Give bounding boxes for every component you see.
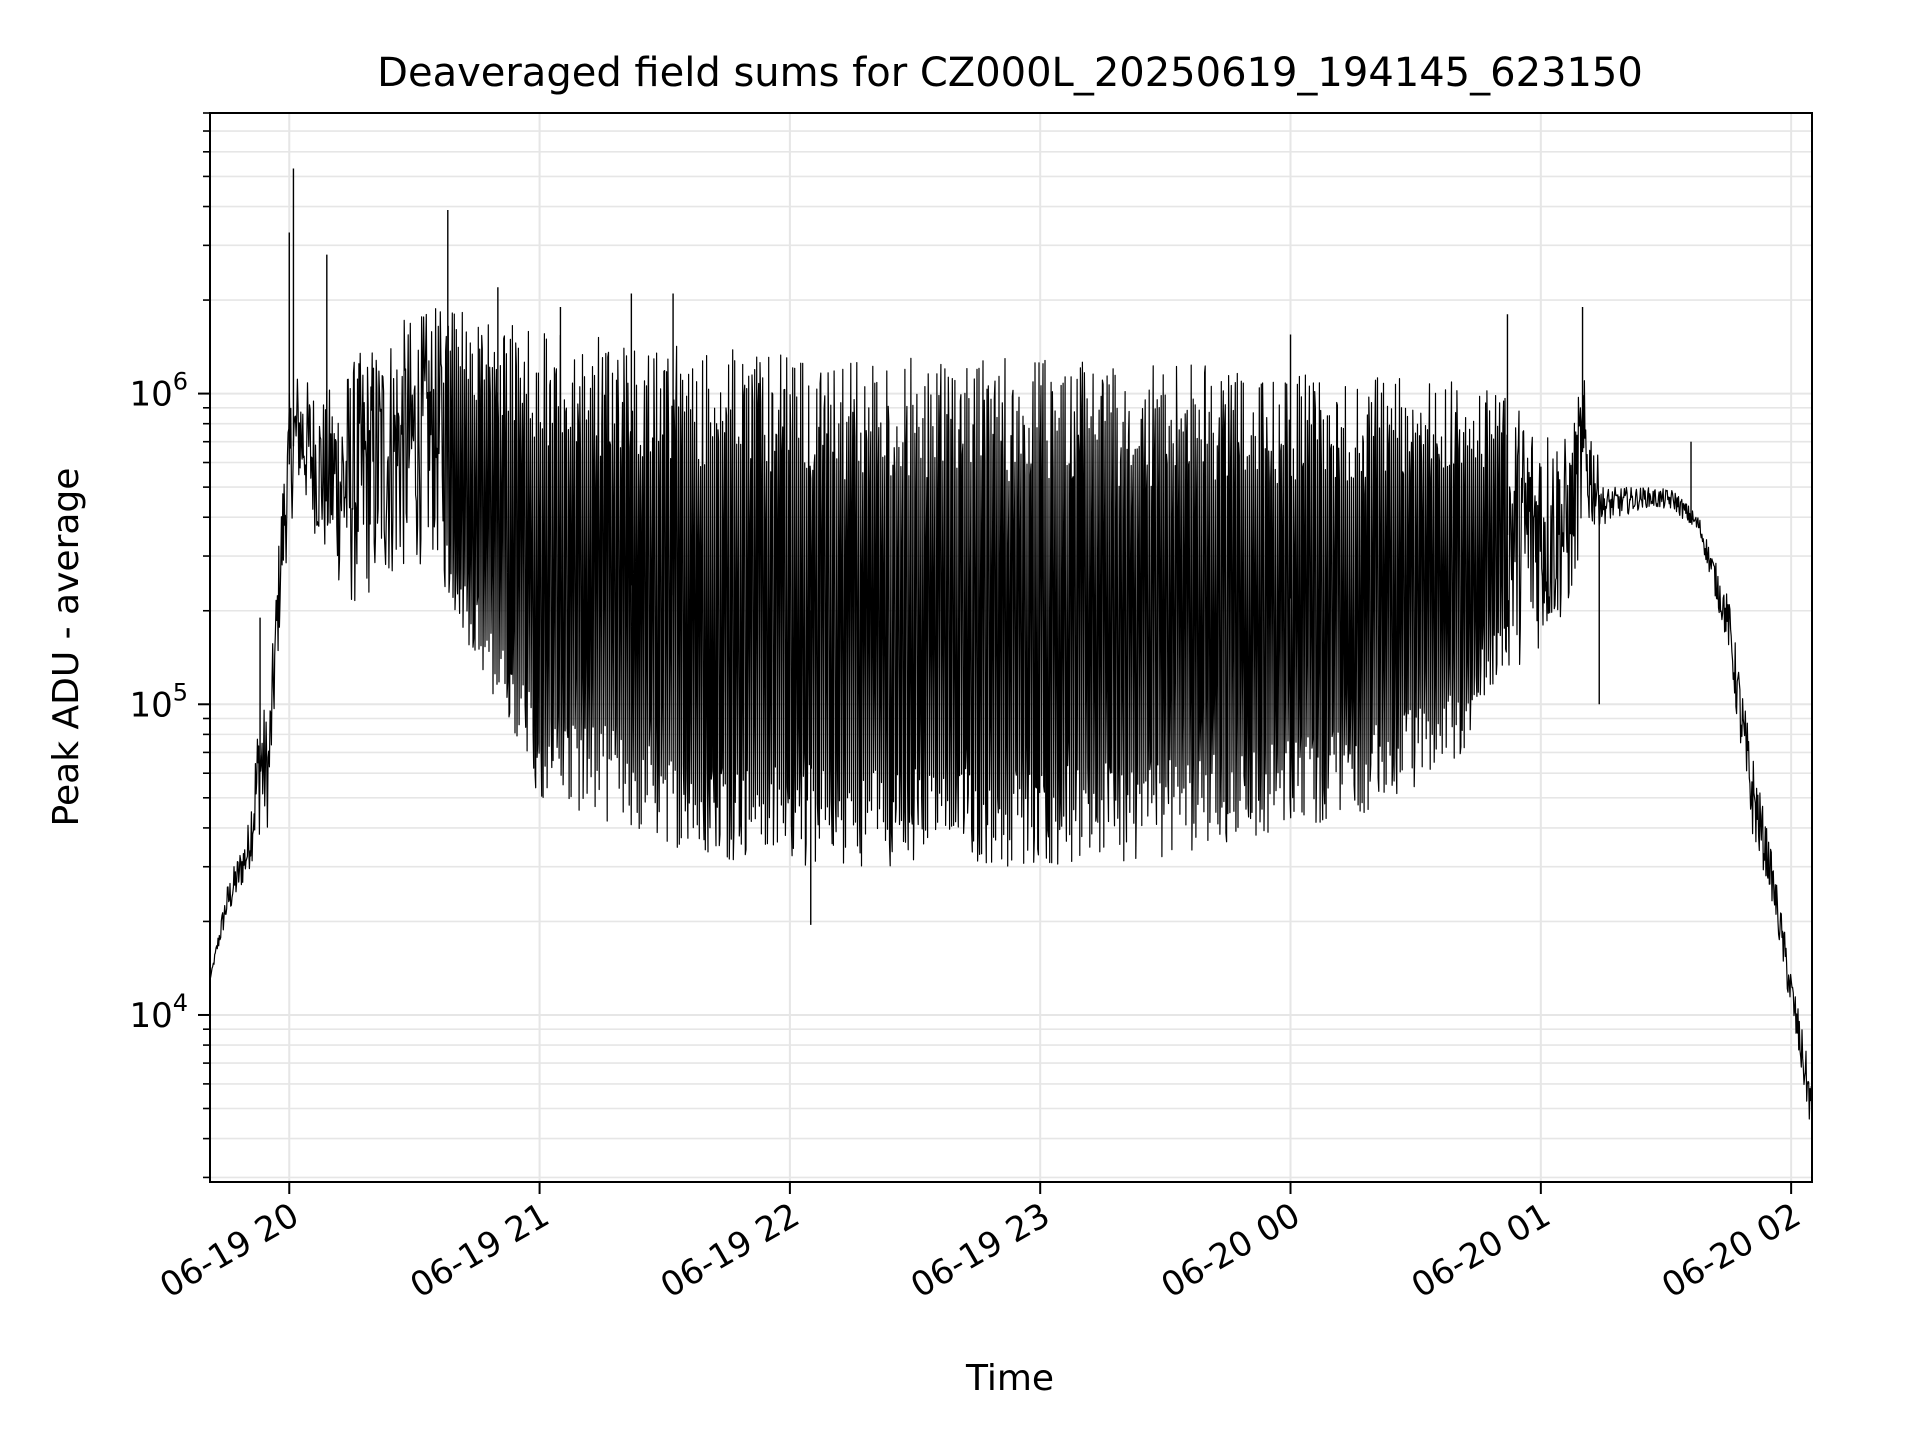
y-tick-label: 104: [129, 989, 188, 1036]
plot-frame: [209, 112, 1813, 1183]
y-tick-label: 105: [129, 678, 188, 725]
y-axis: 104 105 106: [129, 112, 210, 1179]
x-tick-label: 06-20 00: [1155, 1195, 1307, 1306]
x-tick-label: 06-20 01: [1405, 1195, 1557, 1306]
data-series: [209, 168, 1813, 1120]
x-tick-label: 06-19 23: [904, 1195, 1056, 1306]
chart-title: Deaveraged field sums for CZ000L_2025061…: [377, 50, 1643, 96]
x-axis-label: Time: [965, 1358, 1054, 1399]
x-tick-label: 06-19 20: [153, 1195, 305, 1306]
x-tick-label: 06-19 22: [654, 1195, 806, 1306]
x-tick-label: 06-20 02: [1655, 1195, 1807, 1306]
y-tick-label: 106: [129, 368, 188, 415]
series-line: [209, 308, 1813, 1120]
x-tick-label: 06-19 21: [404, 1195, 556, 1306]
x-axis: 06-19 20 06-19 21 06-19 22 06-19 23 06-20 00…: [153, 1182, 1808, 1306]
y-axis-label: Peak ADU - average: [46, 468, 87, 827]
